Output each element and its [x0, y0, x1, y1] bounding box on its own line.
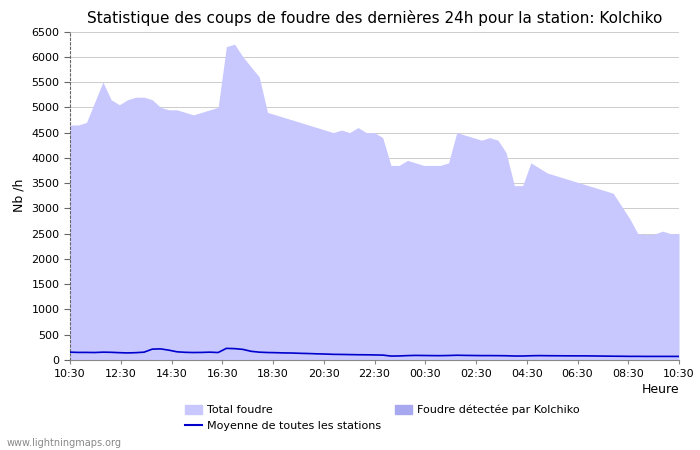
Title: Statistique des coups de foudre des dernières 24h pour la station: Kolchiko: Statistique des coups de foudre des dern…: [87, 10, 662, 26]
Text: Heure: Heure: [641, 383, 679, 396]
Text: www.lightningmaps.org: www.lightningmaps.org: [7, 438, 122, 448]
Y-axis label: Nb /h: Nb /h: [13, 179, 26, 212]
Legend: Total foudre, Moyenne de toutes les stations, Foudre détectée par Kolchiko: Total foudre, Moyenne de toutes les stat…: [186, 405, 580, 432]
